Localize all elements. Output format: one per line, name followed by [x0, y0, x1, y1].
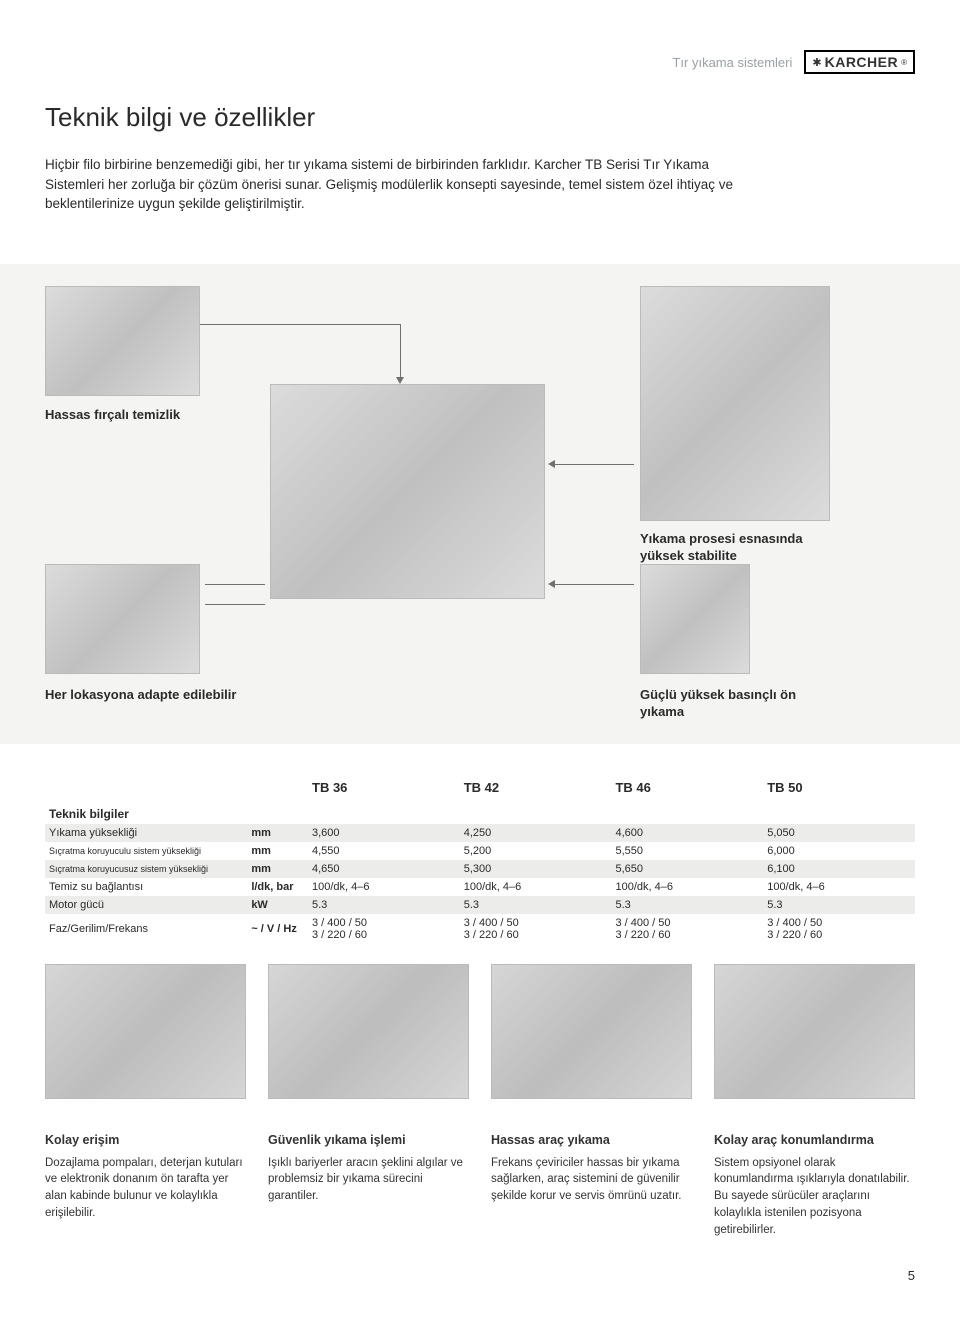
- blurb-title: Güvenlik yıkama işlemi: [268, 1131, 469, 1149]
- blurb: Kolay araç konumlandırma Sistem opsiyone…: [714, 1131, 915, 1238]
- arrow-line: [552, 584, 634, 585]
- table-cell-value: 5,050: [763, 824, 915, 842]
- table-cell-label: Faz/Gerilim/Frekans: [45, 914, 247, 944]
- table-header: TB 36: [308, 774, 460, 801]
- arrow-line: [205, 604, 265, 605]
- caption-brush: Hassas fırçalı temizlik: [45, 406, 180, 424]
- image-mop-brush: [640, 286, 830, 521]
- blurb-body: Işıklı bariyerler aracın şeklini algılar…: [268, 1155, 469, 1205]
- table-cell-value: 5,300: [460, 860, 612, 878]
- table-cell-value: 5.3: [763, 896, 915, 914]
- table-header: TB 46: [611, 774, 763, 801]
- table-cell-value: 3 / 400 / 50 3 / 220 / 60: [611, 914, 763, 944]
- table-row: Sıçratma koruyucusuz sistem yüksekliğimm…: [45, 860, 915, 878]
- thumbnail-image: [714, 964, 915, 1099]
- feature-blurbs: Kolay erişim Dozajlama pompaları, deterj…: [45, 1131, 915, 1238]
- table-header-blank: [45, 774, 247, 801]
- arrow-line: [552, 464, 634, 465]
- blurb-title: Kolay araç konumlandırma: [714, 1131, 915, 1149]
- table-cell-label: Motor gücü: [45, 896, 247, 914]
- table-cell-label: Sıçratma koruyuculu sistem yüksekliği: [45, 842, 247, 860]
- image-brush: [45, 286, 200, 396]
- table-cell-value: 4,550: [308, 842, 460, 860]
- table-cell-unit: mm: [247, 824, 308, 842]
- table-cell-value: 3 / 400 / 50 3 / 220 / 60: [308, 914, 460, 944]
- table-cell-value: 4,600: [611, 824, 763, 842]
- brand-icon: ✱: [812, 56, 821, 69]
- blurb: Hassas araç yıkama Frekans çeviriciler h…: [491, 1131, 692, 1238]
- table-cell-label: Temiz su bağlantısı: [45, 878, 247, 896]
- arrow-line: [205, 584, 265, 585]
- arrow-head-icon: [548, 580, 555, 588]
- table-cell-unit: ~ / V / Hz: [247, 914, 308, 944]
- table-cell-unit: mm: [247, 842, 308, 860]
- feature-diagram: Hassas fırçalı temizlik Yıkama prosesi e…: [0, 264, 960, 744]
- table-cell-value: 6,100: [763, 860, 915, 878]
- table-cell-value: 100/dk, 4–6: [611, 878, 763, 896]
- table-section-title: Teknik bilgiler: [45, 801, 915, 824]
- table-header: TB 42: [460, 774, 612, 801]
- table-cell-value: 4,650: [308, 860, 460, 878]
- thumbnail-image: [45, 964, 246, 1099]
- table-header-blank: [247, 774, 308, 801]
- intro-paragraph: Hiçbir filo birbirine benzemediği gibi, …: [45, 155, 745, 214]
- arrow-line: [200, 324, 400, 325]
- page-number: 5: [45, 1268, 915, 1283]
- table-cell-unit: kW: [247, 896, 308, 914]
- table-header: TB 50: [763, 774, 915, 801]
- blurb-body: Sistem opsiyonel olarak konumlandırma ış…: [714, 1155, 915, 1238]
- table-row: Yıkama yüksekliğimm3,6004,2504,6005,050: [45, 824, 915, 842]
- table-cell-value: 3 / 400 / 50 3 / 220 / 60: [763, 914, 915, 944]
- table-row: Motor gücükW5.35.35.35.3: [45, 896, 915, 914]
- table-cell-value: 3,600: [308, 824, 460, 842]
- table-cell-value: 100/dk, 4–6: [460, 878, 612, 896]
- category-label: Tır yıkama sistemleri: [672, 55, 792, 70]
- tech-spec-table: TB 36 TB 42 TB 46 TB 50 Teknik bilgiler …: [45, 774, 915, 944]
- table-cell-value: 4,250: [460, 824, 612, 842]
- caption-adapt: Her lokasyona adapte edilebilir: [45, 686, 236, 704]
- arrow-head-icon: [548, 460, 555, 468]
- arrow-line: [400, 324, 401, 379]
- table-cell-value: 5,650: [611, 860, 763, 878]
- image-truck-wash: [270, 384, 545, 599]
- blurb-title: Hassas araç yıkama: [491, 1131, 692, 1149]
- image-prewash: [640, 564, 750, 674]
- table-cell-value: 5,200: [460, 842, 612, 860]
- blurb-title: Kolay erişim: [45, 1131, 246, 1149]
- image-adapt: [45, 564, 200, 674]
- table-cell-label: Sıçratma koruyucusuz sistem yüksekliği: [45, 860, 247, 878]
- table-row: Sıçratma koruyuculu sistem yüksekliğimm4…: [45, 842, 915, 860]
- table-cell-unit: mm: [247, 860, 308, 878]
- thumbnail-image: [491, 964, 692, 1099]
- table-cell-value: 100/dk, 4–6: [763, 878, 915, 896]
- brand-logo: ✱ KARCHER ®: [804, 50, 915, 74]
- table-row: Temiz su bağlantısıl/dk, bar100/dk, 4–61…: [45, 878, 915, 896]
- blurb: Güvenlik yıkama işlemi Işıklı bariyerler…: [268, 1131, 469, 1238]
- table-cell-value: 5.3: [460, 896, 612, 914]
- brand-registered: ®: [901, 58, 907, 67]
- thumbnail-image: [268, 964, 469, 1099]
- blurb-body: Frekans çeviriciler hassas bir yıkama sa…: [491, 1155, 692, 1205]
- thumbnail-row: [45, 964, 915, 1099]
- table-cell-value: 100/dk, 4–6: [308, 878, 460, 896]
- table-cell-value: 5.3: [308, 896, 460, 914]
- blurb: Kolay erişim Dozajlama pompaları, deterj…: [45, 1131, 246, 1238]
- table-cell-value: 5.3: [611, 896, 763, 914]
- page-title: Teknik bilgi ve özellikler: [45, 102, 915, 133]
- caption-stability: Yıkama prosesi esnasında yüksek stabilit…: [640, 530, 840, 565]
- page-header: Tır yıkama sistemleri ✱ KARCHER ®: [45, 50, 915, 74]
- brand-text: KARCHER: [825, 54, 899, 70]
- table-cell-value: 6,000: [763, 842, 915, 860]
- arrow-head-icon: [396, 377, 404, 384]
- table-cell-unit: l/dk, bar: [247, 878, 308, 896]
- table-row: Faz/Gerilim/Frekans~ / V / Hz3 / 400 / 5…: [45, 914, 915, 944]
- blurb-body: Dozajlama pompaları, deterjan kutuları v…: [45, 1155, 246, 1222]
- table-cell-label: Yıkama yüksekliği: [45, 824, 247, 842]
- caption-prewash: Güçlü yüksek basınçlı ön yıkama: [640, 686, 840, 721]
- table-cell-value: 5,550: [611, 842, 763, 860]
- table-cell-value: 3 / 400 / 50 3 / 220 / 60: [460, 914, 612, 944]
